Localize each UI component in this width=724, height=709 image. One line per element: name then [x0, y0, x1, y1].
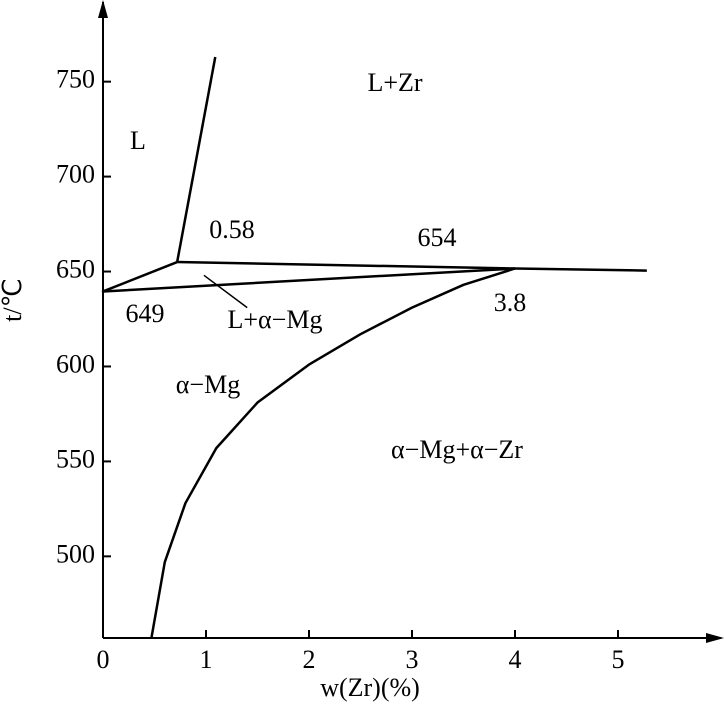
x-tick-label: 2	[303, 645, 316, 674]
y-tick-label: 550	[56, 444, 95, 473]
annotation: L+α−Mg	[228, 305, 323, 334]
annotation: 649	[126, 299, 165, 328]
x-tick-label: 3	[406, 645, 419, 674]
y-tick-label: 700	[56, 160, 95, 189]
phase-boundary	[203, 274, 248, 309]
x-tick-label: 4	[509, 645, 522, 674]
y-tick-label: 750	[56, 65, 95, 94]
phase-boundary	[101, 260, 516, 293]
x-tick-label: 5	[612, 645, 625, 674]
x-tick-label: 0	[97, 645, 110, 674]
y-tick-label: 650	[56, 254, 95, 283]
y-axis-label: t/℃	[0, 278, 27, 322]
phase-boundary	[177, 260, 647, 272]
x-axis-label: w(Zr)(%)	[320, 673, 420, 702]
y-tick-label: 500	[56, 539, 95, 568]
phase-boundary	[150, 267, 516, 639]
annotation: α−Mg+α−Zr	[391, 435, 523, 464]
annotation: 3.8	[494, 288, 527, 317]
phase-boundary	[175, 56, 217, 263]
annotation: L+Zr	[367, 68, 422, 97]
annotation: L	[130, 126, 146, 155]
y-tick-label: 600	[56, 349, 95, 378]
x-tick-label: 1	[200, 645, 213, 674]
annotation: α−Mg	[176, 370, 240, 399]
annotation: 0.58	[209, 215, 255, 244]
annotation: 654	[418, 223, 457, 252]
